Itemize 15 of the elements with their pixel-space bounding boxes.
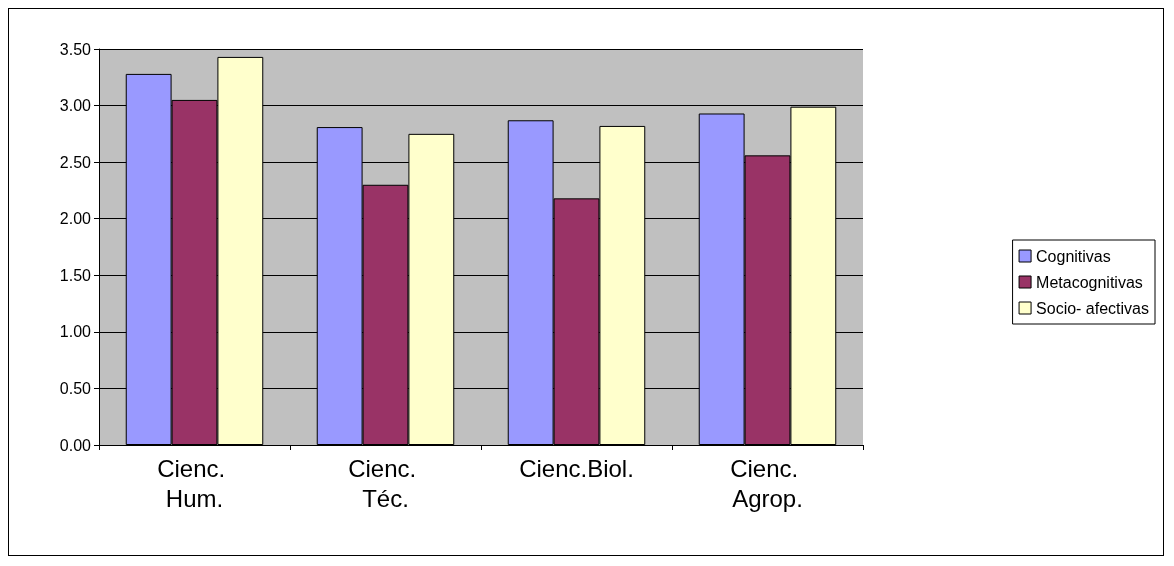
y-tick-label: 3.50 (59, 40, 92, 58)
y-tick-label: 1.50 (59, 266, 92, 284)
y-tick-label: 2.00 (59, 210, 92, 228)
legend-label: Metacognitivas (1036, 273, 1143, 291)
x-tick-label: Cienc.Biol. (519, 454, 634, 482)
y-tick-label: 0.00 (59, 436, 92, 454)
x-tick-label: Cienc. Téc. (348, 454, 423, 512)
y-tick-label: 3.00 (59, 97, 92, 115)
legend-label: Socio- afectivas (1036, 299, 1149, 317)
x-tick-label: Cienc. Agrop. (730, 454, 805, 512)
y-tick-label: 2.50 (59, 153, 92, 171)
x-tick-label: Cienc. Hum. (157, 454, 232, 512)
y-tick-label: 0.50 (59, 379, 92, 397)
legend-label: Cognitivas (1036, 247, 1111, 265)
y-tick-label: 1.00 (59, 323, 92, 341)
